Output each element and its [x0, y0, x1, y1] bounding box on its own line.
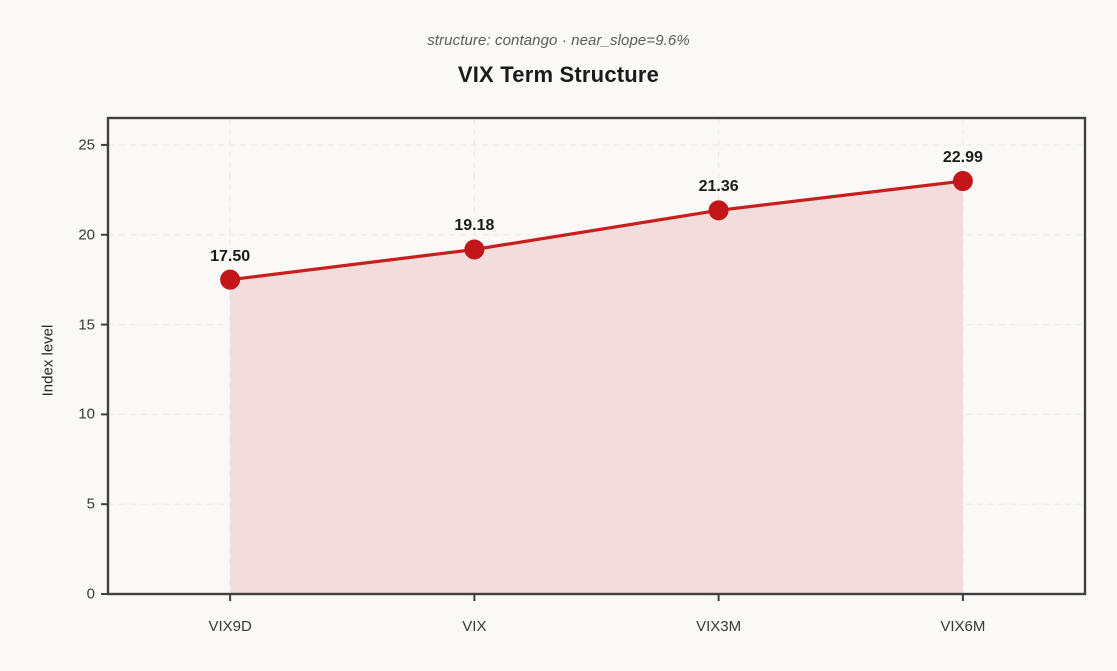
- x-tick-label: VIX3M: [696, 618, 742, 635]
- data-point-label: 17.50: [210, 247, 251, 265]
- chart-title: VIX Term Structure: [457, 62, 660, 87]
- y-tick-label: 10: [78, 405, 95, 423]
- y-tick-label: 20: [78, 226, 95, 244]
- x-tick-label: VIX9D: [208, 618, 252, 635]
- plot-border: [106, 116, 1087, 596]
- data-point-label: 19.18: [454, 217, 495, 235]
- chart-subtitle: structure: contango · near_slope=9.6%: [427, 32, 690, 49]
- series-line: [228, 179, 965, 282]
- axis-ticks: [101, 143, 964, 601]
- y-axis-tick-labels: 0 5 10 15 20 25: [45, 0, 95, 671]
- x-tick-label: VIX: [462, 618, 487, 635]
- y-tick-label: 25: [78, 136, 95, 154]
- data-point-markers: [220, 171, 973, 290]
- y-tick-label: 5: [86, 495, 95, 513]
- y-tick-label: 15: [78, 316, 95, 334]
- data-point-label: 21.36: [698, 178, 739, 196]
- area-fill: [230, 181, 963, 594]
- data-point-label: 22.99: [942, 149, 983, 167]
- x-tick-label: VIX6M: [940, 618, 986, 635]
- y-tick-label: 0: [86, 585, 95, 603]
